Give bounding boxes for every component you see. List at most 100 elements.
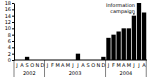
y-tick-mark	[12, 47, 14, 48]
x-tick: M	[127, 62, 131, 68]
x-tick: O	[91, 62, 95, 68]
x-tick: J	[71, 62, 73, 68]
bars	[25, 3, 146, 60]
annotation-arrow	[133, 14, 134, 16]
x-axis-line	[14, 60, 147, 61]
y-tick-label: 12	[5, 19, 11, 25]
x-tick: J	[46, 62, 48, 68]
group-divider	[44, 60, 45, 77]
x-tick-label: J	[137, 62, 139, 68]
bar	[76, 54, 80, 60]
y-tick: 10	[5, 25, 14, 31]
x-tick-label: A	[20, 62, 24, 68]
y-tick-label: 18	[5, 0, 11, 6]
x-tick-label: J	[46, 62, 48, 68]
x-tick-label: O	[91, 62, 95, 68]
x-tick-label: N	[35, 62, 39, 68]
x-tick-label: A	[122, 62, 126, 68]
bar	[111, 35, 115, 60]
x-tick-label: O	[30, 62, 34, 68]
y-tick-label: 2	[8, 51, 11, 57]
y-tick: 8	[8, 32, 14, 38]
x-tick: J	[76, 62, 78, 68]
x-tick-label: F	[51, 62, 54, 68]
y-tick: 0	[8, 57, 14, 63]
x-tick-label: J	[15, 62, 17, 68]
x-tick: S	[26, 62, 29, 68]
group-label: 2003	[69, 70, 82, 76]
y-axis: 024681012141618	[5, 0, 15, 63]
x-tick: A	[81, 62, 85, 68]
x-tick-label: A	[142, 62, 146, 68]
x-tick: N	[96, 62, 100, 68]
x-tick-label: S	[26, 62, 29, 68]
x-axis: JASONDJFMAMJJASONDJFMAMJJA	[14, 60, 147, 68]
x-tick-label: J	[71, 62, 73, 68]
y-tick: 14	[5, 13, 14, 19]
bar	[142, 13, 146, 61]
x-tick-label: D	[40, 62, 44, 68]
y-tick-label: 0	[8, 57, 11, 63]
x-tick: J	[132, 62, 134, 68]
y-tick: 4	[8, 44, 14, 50]
x-tick-label: D	[101, 62, 105, 68]
x-tick-label: J	[107, 62, 109, 68]
x-tick: J	[137, 62, 139, 68]
y-tick-mark	[12, 60, 14, 61]
x-tick-label: J	[76, 62, 78, 68]
y-tick-label: 10	[5, 25, 11, 31]
x-tick: J	[107, 62, 109, 68]
y-tick-mark	[12, 35, 14, 36]
y-tick-label: 4	[8, 44, 11, 50]
x-tick: O	[30, 62, 34, 68]
y-tick-label: 16	[5, 6, 11, 12]
group-label: 2004	[120, 70, 133, 76]
y-tick-mark	[12, 16, 14, 17]
x-tick: N	[35, 62, 39, 68]
bar	[116, 32, 120, 61]
y-tick-label: 6	[8, 38, 11, 44]
y-tick-mark	[12, 3, 14, 4]
y-tick-mark	[12, 9, 14, 10]
y-axis-line	[14, 4, 15, 61]
annotation: Informationcampaign	[106, 2, 135, 15]
x-tick: S	[87, 62, 90, 68]
bar	[106, 38, 110, 60]
x-tick: A	[122, 62, 126, 68]
group-label: 2002	[23, 70, 36, 76]
y-tick-mark	[12, 28, 14, 29]
x-tick: J	[15, 62, 17, 68]
x-tick-label: M	[127, 62, 131, 68]
x-tick: D	[40, 62, 44, 68]
bar	[127, 28, 131, 60]
y-tick-mark	[12, 22, 14, 23]
y-tick: 18	[5, 0, 14, 6]
x-tick: A	[142, 62, 146, 68]
y-tick: 16	[5, 6, 14, 12]
chart: 024681012141618JASONDJFMAMJJASONDJFMAMJJ…	[0, 0, 150, 80]
x-tick-label: N	[96, 62, 100, 68]
x-tick: D	[101, 62, 105, 68]
y-tick-mark	[12, 41, 14, 42]
y-tick: 12	[5, 19, 14, 25]
x-tick-label: M	[55, 62, 59, 68]
x-tick: F	[112, 62, 115, 68]
x-tick-label: S	[87, 62, 90, 68]
x-tick: M	[55, 62, 59, 68]
y-tick-mark	[12, 54, 14, 55]
bar	[137, 3, 141, 60]
x-tick-label: A	[61, 62, 65, 68]
x-tick-label: M	[116, 62, 120, 68]
x-tick-label: M	[66, 62, 70, 68]
x-tick-label: J	[132, 62, 134, 68]
group-divider	[14, 60, 15, 77]
x-groups: 2002 2003 2004	[14, 60, 146, 77]
x-tick: M	[66, 62, 70, 68]
y-tick: 6	[8, 38, 14, 44]
annotation-arrowhead	[133, 13, 135, 15]
x-tick-label: F	[112, 62, 115, 68]
y-tick-label: 8	[8, 32, 11, 38]
y-tick: 2	[8, 51, 14, 57]
x-tick: F	[51, 62, 54, 68]
group-divider	[105, 60, 106, 77]
